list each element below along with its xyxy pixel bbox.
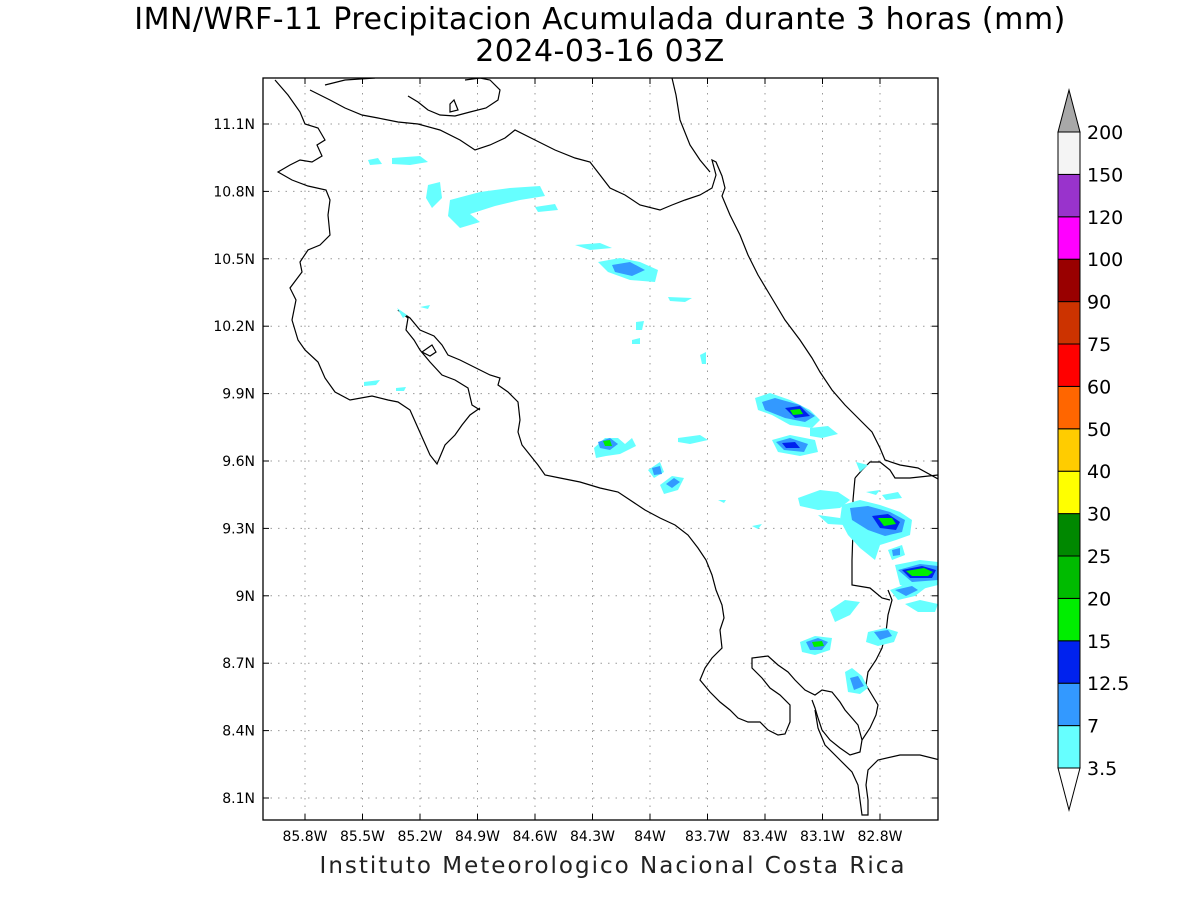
lon-tick-label: 83.1W — [800, 829, 845, 845]
lat-tick-label: 10.2N — [213, 319, 255, 335]
colorbar-box — [1057, 428, 1081, 472]
colorbar-box — [1057, 131, 1081, 175]
lat-tick-label: 9N — [236, 589, 255, 605]
lat-tick-label: 10.8N — [213, 184, 255, 200]
colorbar-label: 100 — [1087, 249, 1123, 271]
lat-tick-label: 8.7N — [222, 656, 255, 672]
lon-tick-label: 85.2W — [397, 829, 442, 845]
coastline — [274, 78, 938, 816]
colorbar-box — [1057, 301, 1081, 345]
lon-tick-label: 82.8W — [857, 829, 902, 845]
colorbar-box — [1057, 470, 1081, 515]
colorbar-label: 90 — [1087, 292, 1111, 314]
colorbar-box — [1057, 258, 1081, 303]
colorbar-label: 15 — [1087, 631, 1111, 653]
colorbar-label: 200 — [1087, 122, 1123, 144]
lat-tick-label: 9.3N — [222, 521, 255, 537]
colorbar-label: 75 — [1087, 334, 1111, 356]
lon-tick-label: 84.6W — [512, 829, 557, 845]
lon-tick-label: 84.3W — [570, 829, 615, 845]
lon-tick-label: 85.5W — [340, 829, 385, 845]
lon-tick-label: 83.4W — [742, 829, 787, 845]
colorbar-label: 12.5 — [1087, 673, 1129, 695]
lat-tick-label: 9.9N — [222, 387, 255, 403]
colorbar-label: 150 — [1087, 164, 1123, 186]
footer-credit: Instituto Meteorologico Nacional Costa R… — [319, 853, 907, 879]
latitude-axis: 11.1N 10.8N 10.5N 10.2N 9.9N 9.6N 9.3N 9N 8.7N 8.… — [213, 117, 938, 807]
lat-tick-label: 8.4N — [222, 724, 255, 740]
lat-tick-label: 10.5N — [213, 252, 255, 268]
colorbar-label: 25 — [1087, 546, 1111, 568]
map-grid — [263, 78, 938, 820]
colorbar-box — [1057, 597, 1081, 642]
lon-tick-label: 83.7W — [685, 829, 730, 845]
colorbar: 3.5 7 12.5 15 20 25 30 40 50 60 75 90 100 120 150 200 — [1057, 88, 1129, 812]
colorbar-label: 50 — [1087, 419, 1111, 441]
colorbar-box — [1057, 555, 1081, 599]
lat-tick-label: 8.1N — [222, 791, 255, 807]
map-title: IMN/WRF-11 Precipitacion Acumulada duran… — [134, 2, 1066, 37]
colorbar-box — [1057, 682, 1081, 727]
colorbar-box — [1057, 640, 1081, 684]
colorbar-label: 60 — [1087, 376, 1111, 398]
colorbar-label: 40 — [1087, 461, 1111, 483]
colorbar-box — [1057, 343, 1081, 387]
colorbar-box — [1057, 173, 1081, 218]
map-frame — [262, 77, 939, 821]
colorbar-label: 3.5 — [1087, 758, 1117, 780]
colorbar-upper-arrow — [1057, 88, 1081, 133]
lon-tick-label: 84.9W — [455, 829, 500, 845]
lon-tick-label: 85.8W — [282, 829, 327, 845]
colorbar-label: 20 — [1087, 588, 1111, 610]
colorbar-box — [1057, 385, 1081, 430]
colorbar-lower-arrow — [1057, 767, 1081, 812]
lon-tick-label: 84W — [634, 829, 666, 845]
colorbar-box — [1057, 216, 1081, 260]
colorbar-label: 120 — [1087, 207, 1123, 229]
colorbar-label: 7 — [1087, 716, 1099, 738]
colorbar-box — [1057, 513, 1081, 557]
map-valid-time: 2024-03-16 03Z — [475, 34, 725, 69]
colorbar-box — [1057, 725, 1081, 769]
precipitation-fields — [364, 156, 938, 694]
longitude-axis: 85.8W 85.5W 85.2W 84.9W 84.6W 84.3W 84W 83.7W 83… — [282, 78, 903, 845]
lat-tick-label: 9.6N — [222, 454, 255, 470]
lat-tick-label: 11.1N — [213, 117, 255, 133]
colorbar-label: 30 — [1087, 504, 1111, 526]
